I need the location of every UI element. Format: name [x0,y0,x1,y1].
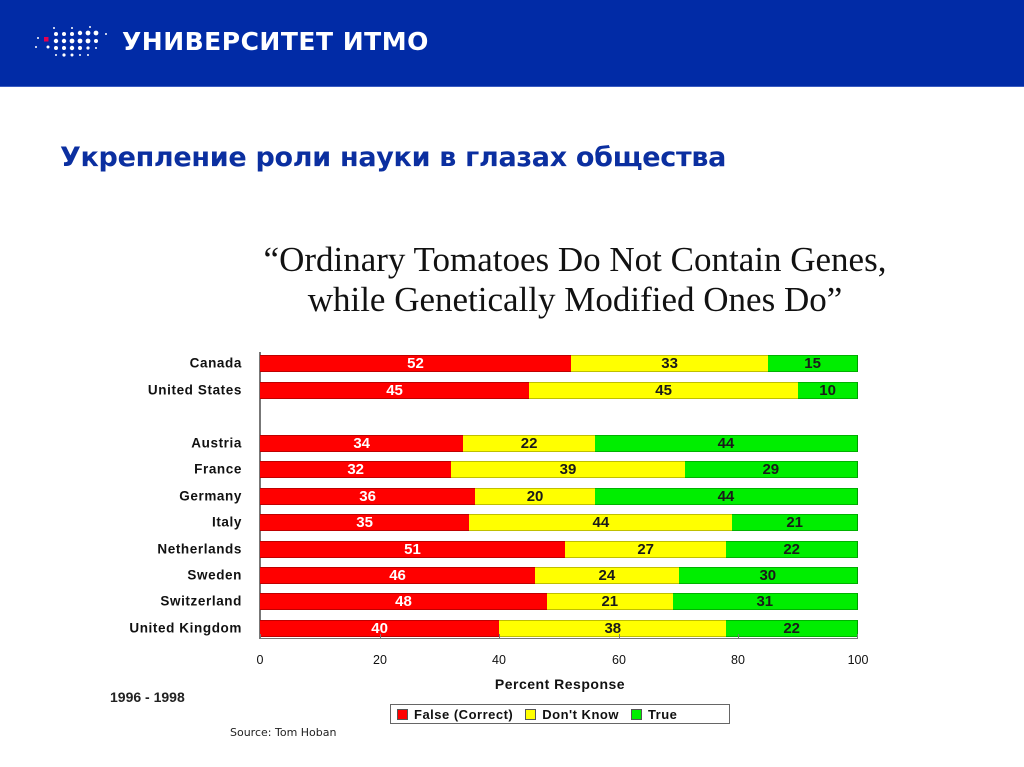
header-bar: УНИВЕРСИТЕТ ИТМО [0,0,1024,87]
legend-label: Don't Know [542,706,619,722]
x-tick [738,634,739,639]
x-tick [619,634,620,639]
category-label: Canada [189,355,242,371]
x-tick-label: 100 [847,653,869,667]
x-tick-label: 60 [612,653,626,667]
bar-segment-dont-know: 27 [564,541,727,558]
bar-segment-dont-know: 39 [451,461,685,478]
legend-item-false: False (Correct) [397,707,513,722]
bar-segment-true: 29 [684,461,858,478]
legend-item-true: True [630,706,678,722]
bar-row: 45 45 10 [260,382,858,399]
chart-legend: False (Correct) Don't Know True [390,704,730,724]
category-label: Italy [211,514,242,530]
bar-segment-dont-know: 24 [535,567,679,584]
bar-segment-dont-know: 44 [469,514,733,531]
x-tick-label: 20 [373,653,387,667]
x-tick-label: 0 [256,653,264,667]
category-label: France [194,461,242,477]
bar-segment-true: 31 [672,593,858,610]
bar-segment-false: 46 [260,567,536,584]
bar-segment-true: 22 [726,620,858,637]
chart-title-line-2: while Genetically Modified Ones Do” [307,280,843,319]
slide-title: Укрепление роли науки в глазах общества [60,142,727,173]
bar-segment-false: 36 [260,488,476,505]
bar-row: 48 21 31 [260,593,858,610]
period-label: 1996 - 1998 [110,689,185,705]
bar-row: 32 39 29 [260,461,858,478]
legend-swatch-red-icon [397,708,408,720]
category-label: Germany [179,488,242,504]
x-tick-label: 40 [492,653,506,667]
bar-segment-false: 48 [260,593,548,610]
x-axis-line [260,638,858,639]
bar-segment-false: 45 [260,382,530,399]
bar-row: 35 44 21 [260,514,858,531]
source-note: Source: Tom Hoban [230,726,337,739]
category-label: United Kingdom [129,620,242,636]
bar-segment-dont-know: 22 [463,435,595,452]
bar-segment-true: 15 [768,355,858,372]
category-label: United States [147,382,242,398]
bar-segment-true: 10 [798,382,858,399]
x-tick [260,634,261,639]
bar-row: 36 20 44 [260,488,858,505]
bar-row: 34 22 44 [260,435,858,452]
bar-segment-false: 32 [260,461,452,478]
bar-segment-false: 34 [260,435,464,452]
bar-row: 46 24 30 [260,567,858,584]
bar-segment-dont-know: 20 [475,488,595,505]
bar-segment-false: 51 [260,541,565,558]
category-label: Switzerland [160,593,242,609]
bar-segment-dont-know: 38 [499,620,727,637]
bar-segment-dont-know: 45 [529,382,799,399]
bar-segment-dont-know: 21 [547,593,673,610]
bar-segment-false: 52 [260,355,571,372]
bar-segment-true: 44 [594,488,858,505]
category-label: Netherlands [157,541,242,557]
legend-label: True [647,706,678,722]
x-axis-label: Percent Response [494,676,626,692]
bar-row: 40 38 22 [260,620,858,637]
bar-segment-false: 35 [260,514,470,531]
bar-segment-true: 22 [726,541,858,558]
legend-label: False (Correct) [414,706,514,722]
x-tick [499,634,500,639]
bar-segment-true: 21 [732,514,858,531]
itmo-dots-logo-icon [35,26,107,57]
bar-segment-dont-know: 33 [570,355,769,372]
legend-swatch-green-icon [630,708,642,720]
bar-segment-true: 44 [594,435,858,452]
legend-item-dont-know: Don't Know [525,707,619,722]
bar-segment-false: 40 [260,620,500,637]
category-label: Sweden [187,567,242,583]
chart-title-line-1: “Ordinary Tomatoes Do Not Contain Genes, [263,240,887,279]
chart-title: “Ordinary Tomatoes Do Not Contain Genes,… [215,240,935,320]
bar-segment-true: 30 [678,567,858,584]
category-label: Austria [191,435,242,451]
logo-text: УНИВЕРСИТЕТ ИТМО [122,27,429,56]
bar-row: 52 33 15 [260,355,858,372]
x-tick [380,634,381,639]
legend-swatch-yellow-icon [525,708,537,720]
x-tick-label: 80 [731,653,745,667]
bar-row: 51 27 22 [260,541,858,558]
x-tick [857,634,858,639]
